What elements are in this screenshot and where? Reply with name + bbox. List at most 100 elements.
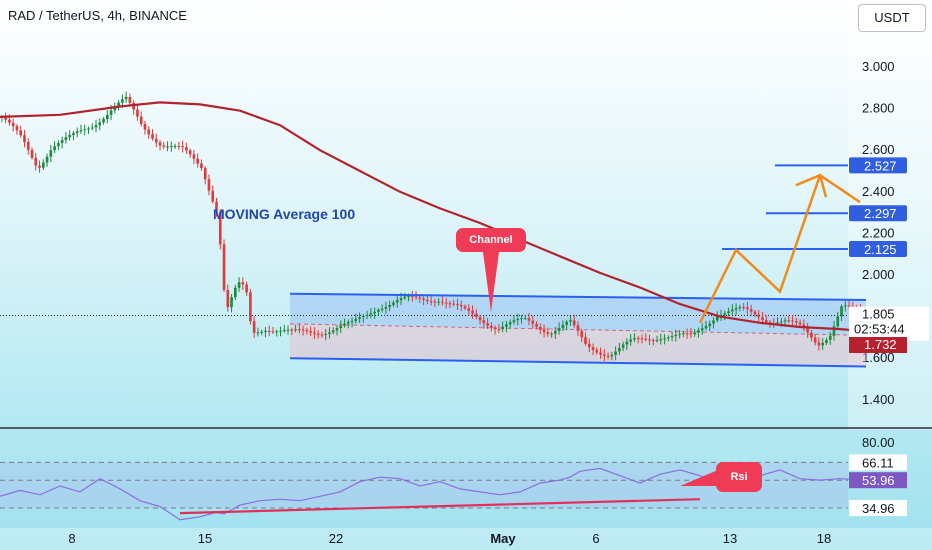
candle-body [30, 149, 34, 158]
candle-body [113, 106, 117, 111]
candle-body [26, 142, 30, 150]
candle-body [38, 165, 41, 168]
candle-body [328, 332, 331, 334]
channel-callout: Channel [456, 228, 526, 252]
candle-body [41, 162, 45, 168]
candle-body [569, 320, 572, 322]
candle-body [350, 321, 354, 323]
price-tick: 3.000 [862, 59, 895, 74]
candle-body [23, 135, 26, 143]
target-label: 2.297 [864, 206, 897, 221]
time-tick: 15 [198, 531, 212, 546]
rsi-value-label: 53.96 [862, 473, 895, 488]
candle-body [843, 305, 847, 307]
candle-body [358, 317, 361, 319]
candle-body [181, 146, 184, 148]
countdown-label: 02:53:44 [854, 322, 905, 337]
candle-body [324, 333, 328, 335]
candle-body [139, 116, 143, 125]
candle-body [437, 301, 440, 303]
candle-body [15, 126, 19, 131]
candle-body [365, 314, 369, 316]
candle-body [761, 317, 764, 320]
candle-body [471, 310, 474, 314]
ma-value-label: 1.732 [864, 337, 897, 352]
candle-body [211, 190, 215, 202]
candle-body [109, 110, 113, 115]
candle-body [117, 102, 120, 107]
candle-body [158, 142, 162, 146]
candle-body [693, 332, 697, 335]
candle-body [72, 133, 75, 136]
candle-body [610, 354, 614, 357]
candle-body [851, 305, 855, 307]
candle-body [241, 282, 245, 285]
candle-body [602, 354, 606, 356]
candle-body [320, 334, 324, 336]
candle-body [546, 332, 550, 334]
candle-body [286, 329, 290, 331]
candle-body [478, 316, 482, 321]
candle-body [663, 338, 666, 340]
candle-body [832, 326, 836, 336]
candle-body [508, 322, 512, 325]
candle-body [124, 96, 128, 100]
candle-body [644, 338, 648, 340]
candle-body [403, 296, 407, 299]
candle-body [192, 154, 196, 159]
candle-body [493, 327, 497, 330]
channel-callout-pointer [483, 252, 499, 312]
candle-body [237, 282, 241, 288]
candle-body [655, 340, 659, 342]
candle-body [520, 318, 523, 320]
currency-button[interactable]: USDT [858, 4, 926, 32]
candle-body [279, 330, 282, 332]
candle-body [527, 318, 531, 321]
candle-body [708, 323, 712, 327]
candle-body [256, 332, 260, 334]
candle-body [8, 119, 11, 123]
candle-body [49, 150, 53, 157]
candle-body [354, 318, 358, 322]
candle-body [734, 307, 738, 310]
candle-body [407, 296, 410, 298]
candle-body [218, 211, 222, 245]
candle-body [4, 116, 7, 120]
candle-body [426, 299, 429, 302]
channel-fill-upper [290, 293, 866, 336]
candle-body [151, 134, 154, 139]
time-tick: 8 [68, 531, 75, 546]
time-axis-panel [0, 528, 932, 550]
candle-body [591, 347, 595, 351]
candle-body [143, 124, 147, 130]
candle-body [230, 297, 233, 308]
candle-body [267, 330, 271, 332]
candle-body [490, 325, 493, 328]
candle-body [572, 320, 576, 326]
time-tick: 22 [329, 531, 343, 546]
candle-body [535, 323, 538, 327]
rsi-upper-label: 66.11 [862, 455, 894, 470]
candle-body [614, 351, 617, 355]
candle-body [264, 330, 267, 332]
candle-body [512, 320, 516, 323]
rsi-value-box [849, 472, 907, 489]
candle-body [298, 329, 301, 331]
candle-body [670, 336, 674, 338]
candle-body [452, 303, 456, 305]
candle-body [576, 325, 580, 331]
candle-body [685, 333, 689, 335]
candle-body [764, 319, 768, 323]
candle-body [282, 330, 286, 332]
candle-body [836, 316, 840, 327]
candle-body [249, 292, 252, 322]
candle-body [746, 307, 749, 310]
candle-body [245, 284, 248, 293]
projection-arrowhead [795, 173, 828, 198]
candle-body [847, 305, 851, 307]
ma-annotation: MOVING Average 100 [213, 206, 356, 222]
target-label-box [849, 241, 907, 257]
symbol-title: RAD / TetherUS, 4h, BINANCE [8, 8, 187, 23]
candle-body [629, 339, 632, 342]
candle-body [584, 337, 587, 344]
